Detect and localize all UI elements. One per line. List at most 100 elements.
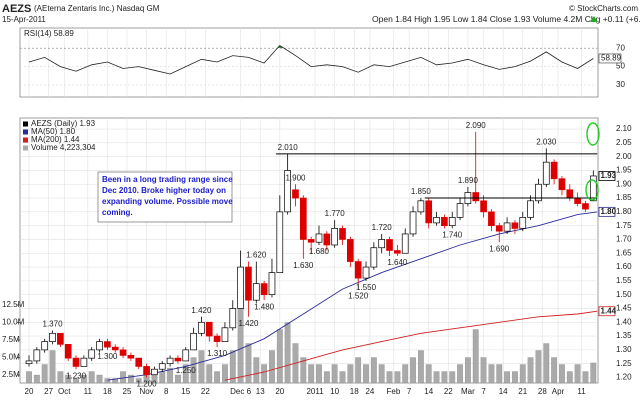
y-tick-label: 1.95 — [616, 166, 632, 175]
volume-tick-label: 7.5M — [2, 335, 20, 344]
quote-item: Volume 4.2M — [533, 14, 583, 24]
candle-body — [57, 332, 64, 345]
volume-tick-label: 5.0M — [2, 353, 20, 362]
candle-body — [511, 222, 519, 229]
candle-body — [354, 261, 362, 279]
volume-bar — [198, 350, 205, 384]
volume-bar — [120, 371, 126, 384]
volume-bar — [535, 350, 542, 384]
price-annotation: 1.420 — [238, 319, 259, 328]
volume-bar — [566, 371, 573, 384]
candle-body — [229, 308, 237, 329]
volume-bar — [190, 357, 197, 384]
volume-bar — [378, 364, 385, 384]
y-tick-label: 1.35 — [616, 331, 632, 340]
y-tick-label: 1.20 — [616, 373, 632, 382]
candle-body — [527, 200, 534, 218]
volume-bar — [331, 364, 338, 384]
price-annotation: 1.370 — [43, 320, 64, 329]
volume-tick-label: 10.0M — [2, 318, 25, 327]
volume-bar — [88, 371, 95, 384]
x-tick-label: 21 — [518, 387, 527, 396]
legend-label: Volume 4,223,304 — [31, 143, 96, 152]
x-tick-label: Feb — [387, 387, 401, 396]
candle-body — [503, 222, 511, 232]
price-annotation: 1.520 — [348, 291, 369, 300]
candle-body — [582, 203, 589, 210]
x-tick-label: Apr — [552, 387, 565, 396]
x-tick-label: 27 — [44, 387, 53, 396]
volume-bar — [33, 374, 40, 384]
title: AEZS — [2, 3, 31, 15]
candle-body — [25, 360, 33, 365]
price-tag — [598, 171, 616, 181]
y-tick-label: 1.40 — [616, 317, 632, 326]
quote-item: Open 1.84 — [372, 14, 412, 24]
price-annotation: 2.030 — [536, 137, 557, 146]
price-annotation: 1.630 — [293, 261, 314, 270]
volume-bar — [57, 371, 64, 384]
legend-label: MA(50) 1.80 — [31, 127, 76, 136]
x-tick-label: 28 — [538, 387, 547, 396]
rsi-value-tag — [598, 53, 622, 64]
volume-bar — [519, 364, 526, 384]
x-tick-label: 2011 — [306, 387, 324, 396]
x-tick-label: 7 — [481, 387, 486, 396]
y-tick-label: 1.75 — [616, 221, 632, 230]
x-tick-label: 11 — [84, 387, 93, 396]
quote-item: High 1.95 — [414, 14, 451, 24]
rsi-legend: RSI(14) 58.89 — [24, 29, 74, 38]
subtitle: (AEterna Zentaris Inc.) Nasdaq GM — [34, 4, 160, 13]
candle-body — [143, 366, 150, 376]
price-annotation: 1.890 — [458, 176, 479, 185]
note-box — [97, 171, 233, 223]
candle-body — [472, 192, 480, 202]
quote-item: Close 1.93 — [490, 14, 531, 24]
y-tick-label: 1.80 — [616, 207, 632, 216]
candle-body — [237, 266, 244, 309]
volume-bar — [96, 374, 103, 384]
volume-bar — [222, 364, 228, 384]
rsi-panel — [19, 27, 599, 98]
legend-label: AEZS (Daily) 1.93 — [31, 119, 96, 128]
candle-body — [284, 170, 291, 213]
note-line: Been in a long trading range since — [102, 175, 233, 184]
volume-bar — [229, 350, 236, 384]
x-tick-label: 14 — [424, 387, 433, 396]
volume-bar — [363, 364, 369, 384]
candle-body — [370, 247, 378, 268]
candle-body — [488, 211, 495, 227]
price-tag — [598, 306, 616, 317]
note-line: expanding volume. Possible move — [102, 197, 233, 206]
candle-body — [448, 217, 456, 227]
y-tick-label: 2.00 — [616, 152, 632, 161]
candle-body — [41, 341, 49, 351]
price-annotation: 1.550 — [356, 283, 377, 292]
y-tick-label: 2.10 — [616, 124, 632, 133]
price-tag-label: 1.44 — [601, 306, 617, 315]
y-tick-label: 2.05 — [616, 138, 632, 147]
rsi-tick-label: 30 — [616, 80, 625, 89]
date: 15-Apr-2011 — [2, 15, 46, 24]
y-tick-label: 1.55 — [616, 276, 632, 285]
volume-bar — [80, 374, 87, 384]
plot-layer: 20 27 Oct 11 18 25 Nov 8 15 22 Dec 6 13 20 2011 10 18 24… — [2, 28, 632, 396]
volume-bar — [559, 364, 565, 384]
legend-swatch — [23, 121, 28, 127]
rsi-value-label: 58.89 — [601, 54, 622, 63]
volume-bar — [457, 364, 463, 384]
volume-bar — [480, 357, 487, 384]
x-tick-label: Nov — [139, 387, 153, 396]
volume-bar — [41, 364, 48, 384]
candle-body — [245, 266, 252, 301]
rsi-tick-label: 70 — [616, 43, 625, 52]
price-tag-label: 1.80 — [601, 207, 617, 216]
volume-bar — [402, 364, 409, 384]
price-annotation: 1.250 — [176, 366, 197, 375]
candle-body — [339, 228, 346, 240]
candle-body — [33, 349, 41, 362]
volume-bar — [394, 371, 401, 384]
volume-bar — [433, 371, 440, 384]
